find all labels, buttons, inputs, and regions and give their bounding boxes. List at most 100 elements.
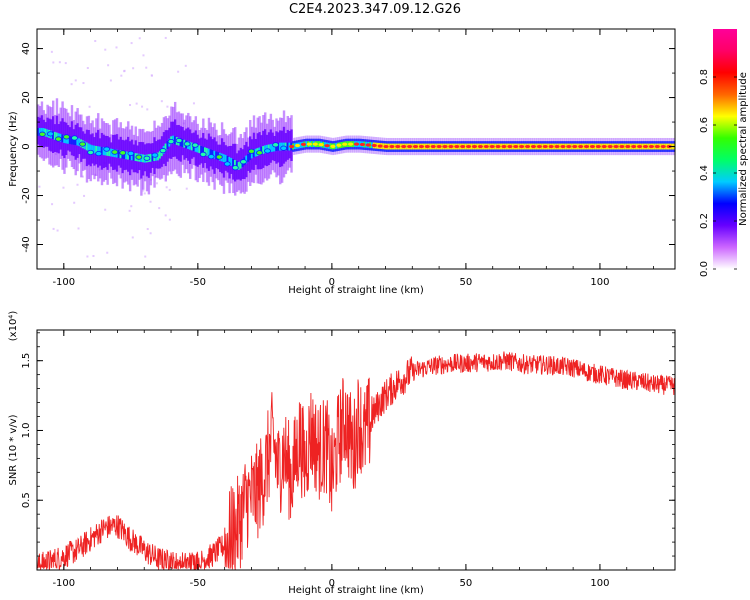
spectrogram-speckle bbox=[107, 64, 110, 67]
spectrogram-blob bbox=[272, 142, 279, 148]
spectrogram-speckle bbox=[81, 175, 84, 178]
spectrogram-peak bbox=[430, 144, 436, 149]
spectrogram-speckle bbox=[50, 50, 53, 53]
spectrogram-core bbox=[239, 160, 243, 169]
spectrogram-peak bbox=[477, 144, 483, 149]
spectrogram-core bbox=[305, 141, 308, 148]
spectrogram-peak bbox=[412, 144, 419, 149]
spectrogram-core bbox=[181, 139, 184, 147]
spectrogram-speckle bbox=[160, 100, 163, 103]
spectrogram-core bbox=[340, 141, 344, 148]
spectrogram-blob bbox=[71, 135, 78, 141]
spectrogram-peak bbox=[625, 144, 631, 149]
spectrogram-peak bbox=[465, 144, 472, 149]
spectrogram-blob bbox=[223, 161, 231, 167]
spectrogram-core bbox=[93, 145, 96, 154]
spectrogram-speckle bbox=[164, 214, 167, 217]
spectrogram-core bbox=[100, 146, 104, 155]
spectrogram-peak bbox=[607, 144, 613, 149]
spectrogram-peak bbox=[489, 144, 495, 149]
spectrogram-peak bbox=[365, 143, 371, 147]
spectrogram-core bbox=[164, 143, 167, 152]
spectrogram-core bbox=[37, 127, 40, 136]
spectrogram-peak bbox=[619, 144, 625, 149]
spectrogram-peak bbox=[501, 144, 507, 149]
spectrogram-peak bbox=[542, 144, 548, 149]
spectrogram-core bbox=[511, 143, 515, 150]
spectrogram-core bbox=[252, 149, 256, 158]
spectrogram-peak bbox=[566, 144, 572, 149]
spectrogram-core bbox=[277, 142, 280, 151]
snr-y-ticks: 0.5 1.0 1.5 bbox=[21, 332, 675, 571]
spectrogram-x-tick-label: -50 bbox=[190, 277, 206, 288]
spectrogram-core bbox=[271, 143, 274, 152]
spectrogram-core bbox=[76, 137, 79, 146]
spectrogram-core bbox=[204, 147, 207, 156]
spectrogram-core bbox=[200, 145, 203, 154]
snr-x-tick-label: -50 bbox=[190, 578, 206, 589]
spectrogram-core bbox=[254, 148, 258, 157]
spectrogram-speckle bbox=[164, 36, 167, 39]
colorbar-label: Normalized spectral amplitude bbox=[738, 72, 749, 226]
spectrogram-core bbox=[194, 143, 198, 152]
spectrogram-core bbox=[346, 141, 350, 148]
spectrogram-core bbox=[299, 142, 303, 149]
spectrogram-core bbox=[599, 143, 603, 150]
spectrogram-core bbox=[213, 150, 216, 159]
spectrogram-peak bbox=[613, 144, 619, 149]
spectrogram-peak bbox=[395, 144, 401, 149]
spectrogram-core bbox=[149, 153, 152, 162]
spectrogram-blob bbox=[63, 134, 70, 140]
spectrogram-speckle bbox=[104, 208, 107, 211]
spectrogram-speckle bbox=[138, 37, 141, 40]
spectrogram-core bbox=[85, 142, 89, 151]
spectrogram-core bbox=[74, 137, 77, 146]
spectrogram-speckle bbox=[115, 46, 118, 49]
spectrogram-core bbox=[553, 143, 556, 150]
snr-y-axis-label: SNR (10 * v/v) bbox=[8, 414, 19, 485]
spectrogram-core bbox=[207, 148, 211, 157]
snr-series-line bbox=[37, 351, 675, 570]
spectrogram-speckle bbox=[144, 255, 147, 258]
spectrogram-core bbox=[98, 146, 102, 155]
spectrogram-core bbox=[558, 143, 562, 150]
spectrogram-peak bbox=[595, 144, 601, 149]
spectrogram-peak bbox=[560, 144, 566, 149]
spectrogram-core bbox=[247, 153, 250, 162]
spectrogram-core bbox=[211, 150, 214, 158]
spectrogram-peak bbox=[401, 144, 407, 149]
spectrogram-core bbox=[61, 134, 64, 143]
spectrogram-blob bbox=[191, 142, 199, 148]
spectrogram-core bbox=[434, 143, 438, 150]
spectrogram-peak bbox=[642, 144, 649, 149]
spectrogram-blob bbox=[87, 149, 95, 156]
spectrogram-peak bbox=[383, 144, 389, 149]
spectrogram-blob bbox=[95, 150, 103, 157]
spectrogram-core bbox=[250, 150, 254, 159]
spectrogram-speckle bbox=[146, 108, 149, 111]
spectrogram-peak bbox=[330, 144, 336, 148]
spectrogram-peak bbox=[353, 142, 360, 146]
colorbar-scale bbox=[713, 29, 737, 269]
spectrogram-speckle bbox=[149, 232, 152, 235]
spectrogram-peak bbox=[660, 144, 666, 149]
spectrogram-blob bbox=[38, 131, 46, 137]
snr-y-tick-label: 1.5 bbox=[21, 353, 32, 369]
spectrogram-speckle bbox=[106, 251, 109, 254]
spectrogram-peak bbox=[648, 144, 655, 149]
spectrogram-peak bbox=[318, 142, 324, 147]
spectrogram-y-tick-label: -20 bbox=[21, 187, 32, 203]
spectrogram-speckle bbox=[38, 185, 41, 188]
spectrogram-core bbox=[228, 156, 231, 165]
spectrogram-blob bbox=[159, 148, 167, 154]
spectrogram-core bbox=[230, 157, 233, 166]
spectrogram-core bbox=[44, 128, 47, 137]
spectrogram-blob bbox=[143, 155, 151, 161]
spectrogram-speckle bbox=[184, 64, 187, 67]
spectrogram-y-tick-label: 20 bbox=[21, 91, 32, 104]
spectrogram-core bbox=[232, 158, 235, 167]
spectrogram-peak bbox=[637, 144, 643, 149]
spectrogram-y-tick-label: 0 bbox=[21, 143, 32, 149]
spectrogram-core bbox=[70, 136, 74, 145]
spectrogram-peak bbox=[342, 142, 348, 146]
